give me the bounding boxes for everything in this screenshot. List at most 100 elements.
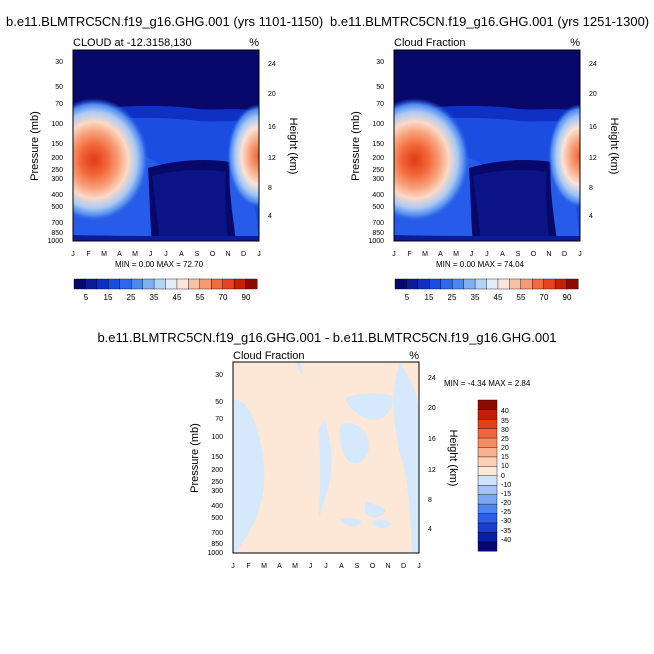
panel-a-left-axis: 30 50 70 100 150 200 250 300 400 500 700… xyxy=(47,59,63,245)
panel-c-htick: 12 xyxy=(428,467,436,474)
panel-a-cb-label: 5 xyxy=(84,293,89,302)
colorbar-swatch xyxy=(477,475,498,486)
panel-c-htick: 20 xyxy=(428,405,436,412)
panel-b-month: M xyxy=(453,251,459,258)
panel-a-ptick: 50 xyxy=(55,84,63,91)
panel-c-cb-label: 25 xyxy=(501,436,509,443)
panel-a-frame xyxy=(72,49,260,242)
colorbar-swatch xyxy=(477,503,498,514)
colorbar-swatch xyxy=(85,278,98,290)
panel-a-month: O xyxy=(210,251,216,258)
panel-c-month: S xyxy=(355,563,360,570)
panel-a-minmax: MIN = 0.00 MAX = 72.70 xyxy=(115,260,204,269)
panel-b-htick: 24 xyxy=(589,61,597,68)
panel-a-htick: 16 xyxy=(268,124,276,131)
colorbar-swatch xyxy=(130,278,144,290)
panel-b-month: S xyxy=(516,251,521,258)
panel-c-ptick: 1000 xyxy=(207,550,223,557)
panel-c-units: % xyxy=(409,350,419,362)
panel-a-month-ticks: J F M A M J J A S O N D J xyxy=(71,251,261,258)
panel-c-htick: 16 xyxy=(428,436,436,443)
panel-a-cb-label: 45 xyxy=(173,293,182,302)
panel-c-field xyxy=(233,362,419,553)
colorbar-swatch xyxy=(165,278,178,290)
panel-b-ptick: 100 xyxy=(372,121,384,128)
panel-a-cb-label: 70 xyxy=(219,293,228,302)
panel-a-month: A xyxy=(117,251,122,258)
panel-b-cb-label: 45 xyxy=(494,293,503,302)
panel-c-frame xyxy=(232,361,420,554)
panel-a-htick: 12 xyxy=(268,155,276,162)
colorbar-swatch xyxy=(406,278,419,290)
panel-c-ptick: 500 xyxy=(211,515,223,522)
colorbar-swatch xyxy=(417,278,430,290)
panel-a-ptick: 200 xyxy=(51,155,63,162)
panel-c-cb-label: 35 xyxy=(501,418,509,425)
panel-a-colorbar xyxy=(73,278,258,290)
panel-c-cb-label: 0 xyxy=(501,473,505,480)
panel-b-ptick: 250 xyxy=(372,167,384,174)
panel-a-ptick: 1000 xyxy=(47,238,63,245)
panel-c-ptick: 200 xyxy=(211,467,223,474)
panel-c-cb-label: 10 xyxy=(501,463,509,470)
panel-c-ylabel: Pressure (mb) xyxy=(189,423,201,493)
colorbar-swatch xyxy=(477,456,498,467)
panel-c-htick: 8 xyxy=(428,497,432,504)
panel-b-ptick: 70 xyxy=(376,101,384,108)
panel-a-field xyxy=(73,50,259,241)
panel-c-month: J xyxy=(324,563,328,570)
colorbar-swatch xyxy=(477,484,498,495)
panel-c-ptick: 50 xyxy=(215,399,223,406)
colorbar-swatch xyxy=(222,278,235,290)
panel-b-cb-label: 35 xyxy=(471,293,480,302)
panel-b-htick: 20 xyxy=(589,91,597,98)
panel-c-month: F xyxy=(246,563,250,570)
colorbar-swatch xyxy=(497,278,510,290)
colorbar-swatch xyxy=(543,278,556,290)
panel-c-month: A xyxy=(277,563,282,570)
panel-b-colorbar xyxy=(394,278,579,290)
panel-a-htick: 8 xyxy=(268,185,272,192)
panel-c-cb-label: -35 xyxy=(501,528,511,535)
colorbar-swatch xyxy=(486,278,499,290)
colorbar-swatch xyxy=(73,278,86,290)
panel-b-ptick: 150 xyxy=(372,141,384,148)
panel-a-month: N xyxy=(225,251,230,258)
colorbar-swatch xyxy=(119,278,132,290)
panel-c-cb-label: -25 xyxy=(501,509,511,516)
panel-c-month: A xyxy=(339,563,344,570)
panel-c-cb-label: 30 xyxy=(501,427,509,434)
panel-c-cb-label: -15 xyxy=(501,491,511,498)
panel-c-ptick: 30 xyxy=(215,372,223,379)
panel-a-ptick: 250 xyxy=(51,167,63,174)
panel-c-ptick: 700 xyxy=(211,530,223,537)
panel-b-month: O xyxy=(531,251,537,258)
colorbar-swatch xyxy=(477,513,498,524)
panel-a-ptick: 100 xyxy=(51,121,63,128)
panel-a-ptick: 850 xyxy=(51,230,63,237)
panel-b-htick: 4 xyxy=(589,213,593,220)
panel-a-month: A xyxy=(179,251,184,258)
colorbar-swatch xyxy=(429,278,442,290)
panel-b-cb-label: 55 xyxy=(517,293,526,302)
panel-a-colorbar-labels: 5 15 25 35 45 55 70 90 xyxy=(84,293,251,302)
panel-a-right-axis: 24 20 16 12 8 4 xyxy=(268,61,276,220)
panel-a-ptick: 150 xyxy=(51,141,63,148)
panel-a-month: J xyxy=(71,251,75,258)
panel-c-minmax: MIN = -4.34 MAX = 2.84 xyxy=(444,379,531,388)
panel-a-ptick: 70 xyxy=(55,101,63,108)
panel-a-ptick: 700 xyxy=(51,220,63,227)
panel-b-right-axis: 24 20 16 12 8 4 xyxy=(589,61,597,220)
panel-b: b.e11.BLMTRC5CN.f19_g16.GHG.001 (yrs 125… xyxy=(330,14,649,302)
panel-c-ptick: 70 xyxy=(215,416,223,423)
colorbar-swatch xyxy=(142,278,155,290)
panel-a-title: b.e11.BLMTRC5CN.f19_g16.GHG.001 (yrs 110… xyxy=(6,14,323,29)
colorbar-swatch xyxy=(233,278,247,290)
panel-b-subtitle: Cloud Fraction xyxy=(394,37,466,49)
panel-c-subtitle: Cloud Fraction xyxy=(233,350,305,362)
panel-c-cb-label: 40 xyxy=(501,408,509,415)
panel-b-month: N xyxy=(546,251,551,258)
panel-c-cb-label: -30 xyxy=(501,518,511,525)
panel-a-month: J xyxy=(257,251,261,258)
